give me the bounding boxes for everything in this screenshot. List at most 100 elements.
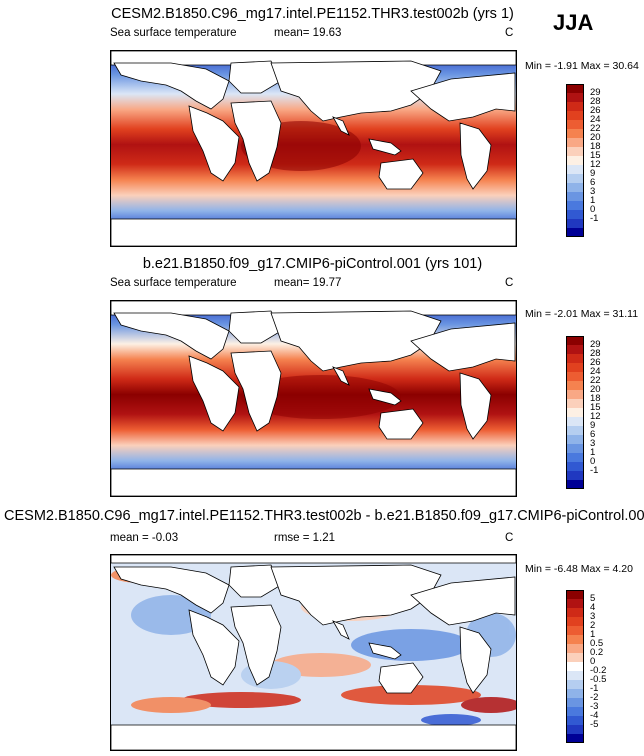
colorbar-tick-label: 6	[590, 177, 596, 188]
colorbar-swatch	[566, 408, 584, 417]
colorbar-swatch	[566, 336, 584, 345]
colorbar-swatch	[566, 617, 584, 626]
colorbar-swatch	[566, 390, 584, 399]
colorbar-tick-label: 9	[590, 420, 596, 431]
panel1-field-label: Sea surface temperature	[110, 27, 237, 39]
panel3-map-graphic	[111, 555, 516, 750]
colorbar-tick-label: -2	[590, 692, 599, 703]
colorbar-tick-label: 28	[590, 348, 601, 359]
colorbar-tick-label: 20	[590, 384, 601, 395]
colorbar-tick-label: 29	[590, 87, 601, 98]
colorbar-swatch	[566, 635, 584, 644]
colorbar-swatch	[566, 662, 584, 671]
colorbar-tick-label: 2	[590, 620, 596, 631]
colorbar-tick-label: 1	[590, 629, 596, 640]
colorbar-tick-label: 1	[590, 195, 596, 206]
colorbar-swatch	[566, 716, 584, 725]
colorbar-swatch	[566, 471, 584, 480]
colorbar-tick-label: 24	[590, 366, 601, 377]
colorbar-tick-label: -1	[590, 213, 599, 224]
colorbar-tick-label: 1	[590, 447, 596, 458]
colorbar-tick-label: 3	[590, 438, 596, 449]
colorbar-swatch	[566, 84, 584, 93]
panel3-units-label: C	[505, 532, 514, 544]
colorbar-swatch	[566, 129, 584, 138]
panel2-units-label: C	[505, 277, 514, 289]
colorbar-swatch	[566, 183, 584, 192]
panel3-minmax: Min = -6.48 Max = 4.20	[525, 563, 633, 575]
colorbar-tick-label: -5	[590, 719, 599, 730]
season-label: JJA	[553, 10, 594, 35]
colorbar-swatch	[566, 165, 584, 174]
panel2-field-label: Sea surface temperature	[110, 277, 237, 289]
colorbar-swatch	[566, 201, 584, 210]
colorbar-swatch	[566, 480, 584, 489]
colorbar-tick-label: 26	[590, 105, 601, 116]
colorbar-tick-label: 28	[590, 96, 601, 107]
colorbar-tick-label: -0.2	[590, 665, 607, 676]
panel1-map-graphic	[111, 51, 516, 246]
colorbar-tick-label: 3	[590, 611, 596, 622]
colorbar-swatch	[566, 444, 584, 453]
panel3-rmse-label: rmse = 1.21	[274, 532, 336, 544]
panel2-colorbar	[566, 336, 584, 489]
colorbar-swatch	[566, 399, 584, 408]
panel1-colorbar	[566, 84, 584, 237]
panel2-map	[110, 300, 517, 497]
panel1-mean-label: mean= 19.63	[274, 27, 342, 39]
colorbar-tick-label: 9	[590, 168, 596, 179]
colorbar-swatch	[566, 608, 584, 617]
colorbar-tick-label: 15	[590, 150, 601, 161]
colorbar-swatch	[566, 707, 584, 716]
colorbar-swatch	[566, 156, 584, 165]
colorbar-swatch	[566, 435, 584, 444]
colorbar-swatch	[566, 599, 584, 608]
colorbar-swatch	[566, 192, 584, 201]
colorbar-swatch	[566, 219, 584, 228]
colorbar-tick-label: 0.2	[590, 647, 604, 658]
colorbar-tick-label: 18	[590, 141, 601, 152]
panel2-map-graphic	[111, 301, 516, 496]
panel3-map	[110, 554, 517, 751]
colorbar-swatch	[566, 626, 584, 635]
colorbar-tick-label: 29	[590, 339, 601, 350]
colorbar-swatch	[566, 102, 584, 111]
colorbar-swatch	[566, 698, 584, 707]
colorbar-tick-label: 22	[590, 375, 601, 386]
colorbar-swatch	[566, 354, 584, 363]
colorbar-tick-label: 3	[590, 186, 596, 197]
colorbar-swatch	[566, 680, 584, 689]
panel1-title: CESM2.B1850.C96_mg17.intel.PE1152.THR3.t…	[111, 6, 514, 22]
colorbar-swatch	[566, 725, 584, 734]
colorbar-tick-label: -0.5	[590, 674, 607, 685]
panel2-title: b.e21.B1850.f09_g17.CMIP6-piControl.001 …	[142, 256, 483, 272]
colorbar-tick-label: 15	[590, 402, 601, 413]
colorbar-tick-label: -3	[590, 701, 599, 712]
colorbar-tick-label: 24	[590, 114, 601, 125]
colorbar-swatch	[566, 372, 584, 381]
colorbar-swatch	[566, 381, 584, 390]
colorbar-swatch	[566, 671, 584, 680]
panel1-units-label: C	[505, 27, 514, 39]
colorbar-swatch	[566, 426, 584, 435]
colorbar-swatch	[566, 93, 584, 102]
colorbar-swatch	[566, 174, 584, 183]
colorbar-swatch	[566, 734, 584, 743]
colorbar-tick-label: 0	[590, 204, 596, 215]
colorbar-tick-label: 6	[590, 429, 596, 440]
colorbar-swatch	[566, 689, 584, 698]
colorbar-tick-label: -1	[590, 683, 599, 694]
colorbar-tick-label: 5	[590, 593, 596, 604]
colorbar-swatch	[566, 138, 584, 147]
colorbar-tick-label: 26	[590, 357, 601, 368]
colorbar-swatch	[566, 462, 584, 471]
colorbar-swatch	[566, 111, 584, 120]
colorbar-swatch	[566, 210, 584, 219]
colorbar-tick-label: 0.5	[590, 638, 604, 649]
colorbar-tick-label: 22	[590, 123, 601, 134]
colorbar-tick-label: 0	[590, 656, 596, 667]
colorbar-swatch	[566, 644, 584, 653]
panel1-map	[110, 50, 517, 247]
colorbar-swatch	[566, 653, 584, 662]
panel1-minmax: Min = -1.91 Max = 30.64	[525, 60, 639, 72]
